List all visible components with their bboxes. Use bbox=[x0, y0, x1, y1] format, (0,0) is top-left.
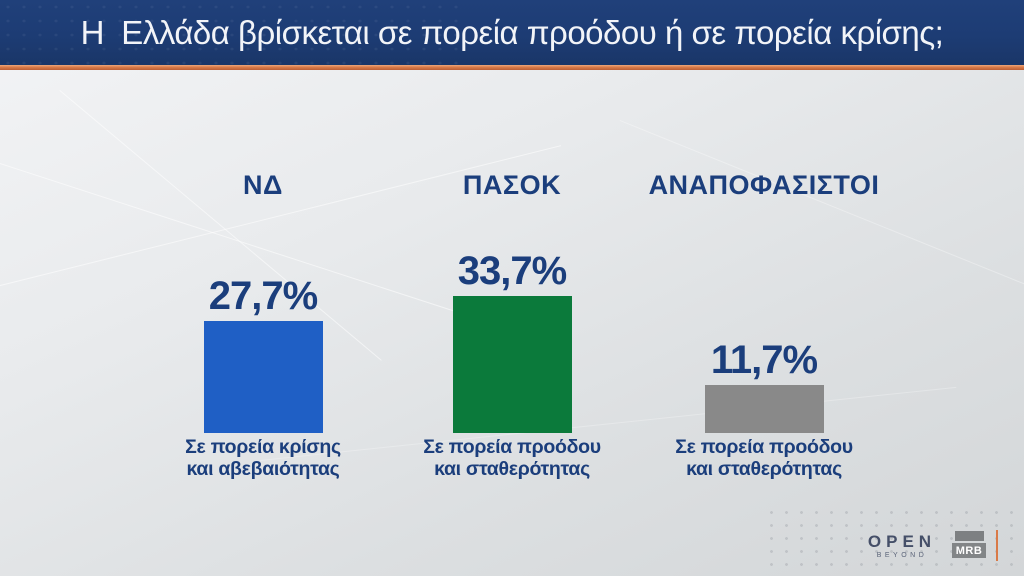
caption-line-2: και σταθερότητας bbox=[434, 457, 590, 480]
category-label-undecided: ΑΝΑΠΟΦΑΣΙΣΤΟΙ bbox=[648, 170, 880, 200]
plot-area-nd: 27,7% bbox=[143, 200, 383, 433]
caption-line-1: Σε πορεία κρίσης bbox=[185, 436, 341, 458]
category-label-pasok: ΠΑΣΟΚ bbox=[462, 170, 562, 200]
plot-area-undecided: 11,7% bbox=[644, 200, 884, 433]
caption-line-1: Σε πορεία προόδου bbox=[675, 436, 853, 458]
banner-accent-underline bbox=[0, 65, 1024, 70]
value-label-undecided: 11,7% bbox=[710, 338, 818, 382]
value-label-nd: 27,7% bbox=[208, 274, 318, 318]
category-label-nd: ΝΔ bbox=[243, 170, 283, 200]
open-channel-logo: OPEN BEYOND bbox=[864, 532, 940, 560]
value-label-pasok: 33,7% bbox=[457, 249, 567, 293]
mrb-logo-text: MRB bbox=[952, 543, 986, 558]
bar-undecided bbox=[704, 385, 824, 433]
open-logo-tagline: BEYOND bbox=[876, 552, 928, 559]
bar-caption-undecided: Σε πορεία προόδου και σταθερότητας bbox=[644, 436, 884, 480]
title-banner: Η Ελλάδα βρίσκεται σε πορεία προόδου ή σ… bbox=[0, 0, 1024, 65]
caption-line-1: Σε πορεία προόδου bbox=[423, 436, 601, 458]
open-logo-text: OPEN bbox=[867, 532, 937, 551]
bar-caption-pasok: Σε πορεία προόδου και σταθερότητας bbox=[392, 436, 632, 480]
chart-column-pasok: ΠΑΣΟΚ 33,7% Σε πορεία προόδου και σταθερ… bbox=[392, 0, 632, 576]
caption-line-2: και σταθερότητας bbox=[686, 457, 842, 480]
plot-area-pasok: 33,7% bbox=[392, 200, 632, 433]
bar-caption-nd: Σε πορεία κρίσης και αβεβαιότητας bbox=[143, 436, 383, 480]
footer-orange-divider-line bbox=[996, 530, 998, 561]
mrb-pollster-logo: MRB bbox=[952, 531, 986, 558]
chart-column-undecided: ΑΝΑΠΟΦΑΣΙΣΤΟΙ 11,7% Σε πορεία προόδου κα… bbox=[644, 0, 884, 576]
chart-column-nd: ΝΔ 27,7% Σε πορεία κρίσης και αβεβαιότητ… bbox=[143, 0, 383, 576]
bar-nd bbox=[203, 321, 323, 433]
mrb-logo-top-bar bbox=[954, 531, 984, 541]
background-dot-pattern bbox=[764, 506, 1024, 576]
caption-line-2: και αβεβαιότητας bbox=[186, 457, 340, 480]
bar-pasok bbox=[452, 296, 572, 433]
